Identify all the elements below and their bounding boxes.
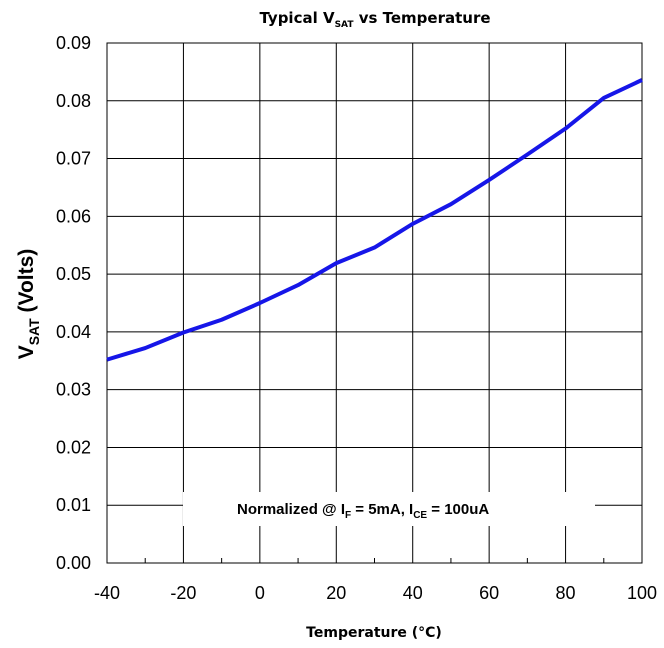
annotation: Normalized @ IF = 5mA, ICE = 100uA [183, 492, 595, 526]
x-tick-labels: -40 -20 0 20 40 60 80 100 [94, 583, 657, 603]
title-main: Typical V [259, 9, 334, 27]
x-tick-label: -20 [170, 583, 196, 603]
y-tick-label: 0.03 [56, 380, 91, 400]
x-tick-label: 0 [255, 583, 265, 603]
y-tick-label: 0.02 [56, 437, 91, 457]
y-label-rest: (Volts) [15, 249, 38, 319]
y-tick-label: 0.07 [56, 149, 91, 169]
x-tick-label: 20 [326, 583, 346, 603]
y-tick-label: 0.06 [56, 206, 91, 226]
y-tick-label: 0.08 [56, 91, 91, 111]
x-tick-label: 80 [556, 583, 576, 603]
y-axis-label: VSAT (Volts) [15, 249, 42, 360]
x-tick-label: 60 [479, 583, 499, 603]
y-tick-label: 0.00 [56, 553, 91, 573]
annotation-text: Normalized @ IF = 5mA, ICE = 100uA [237, 501, 489, 521]
x-minor-ticks [144, 558, 605, 563]
y-tick-label: 0.04 [56, 322, 91, 342]
y-tick-labels: 0.00 0.01 0.02 0.03 0.04 0.05 0.06 0.07 0.08 0.09 [56, 33, 91, 573]
x-tick-label: -40 [94, 583, 120, 603]
y-label-main: V [15, 345, 38, 359]
title-rest: vs Temperature [353, 9, 490, 27]
y-label-subscript: SAT [26, 318, 42, 345]
series-layer [106, 78, 643, 362]
annotation-subscript: CE [413, 510, 427, 521]
annotation-background [183, 492, 595, 526]
annotation-part: = 100uA [427, 501, 489, 518]
x-tick-label: 40 [403, 583, 423, 603]
annotation-part: Normalized @ I [237, 501, 345, 518]
annotation-subscript: F [345, 510, 351, 521]
series-line [106, 78, 643, 362]
annotation-part: = 5mA, I [351, 501, 413, 518]
x-tick-label: 100 [627, 583, 657, 603]
y-tick-label: 0.05 [56, 264, 91, 284]
grid [107, 43, 642, 563]
y-tick-label: 0.01 [56, 495, 91, 515]
chart-title: Typical VSAT vs Temperature [259, 9, 490, 30]
title-subscript: SAT [335, 20, 355, 30]
y-tick-label: 0.09 [56, 33, 91, 53]
plot-frame [106, 42, 643, 564]
x-axis-label: Temperature (°C) [306, 625, 442, 641]
